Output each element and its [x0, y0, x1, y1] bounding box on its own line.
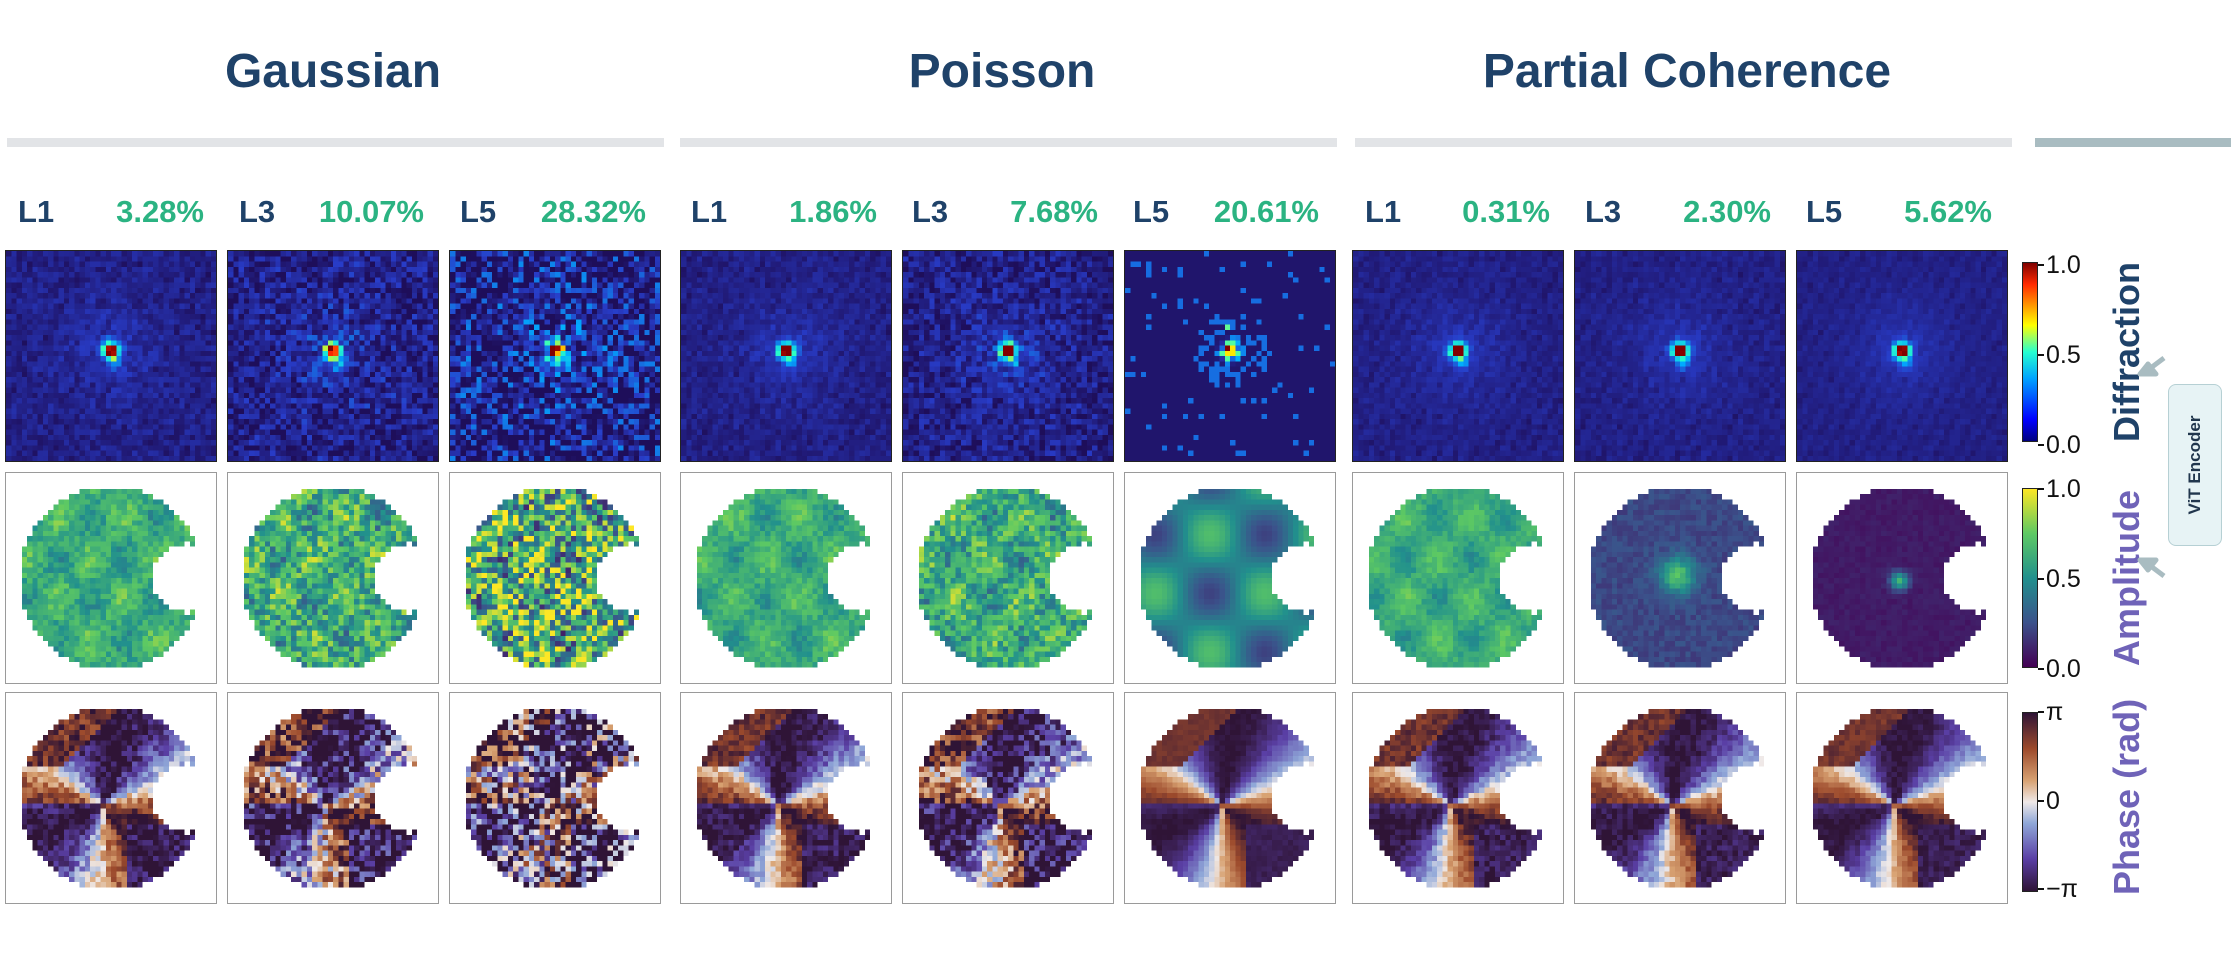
diffraction-colorbar	[2022, 262, 2038, 442]
phase-panel	[680, 692, 892, 904]
error-percent: 20.61%	[1199, 190, 1319, 234]
level-label: L3	[1585, 190, 1621, 234]
diffraction-panel	[1124, 250, 1336, 462]
amplitude-panel	[1796, 472, 2008, 684]
phase-panel	[1574, 692, 1786, 904]
group-title-poisson: Poisson	[668, 42, 1336, 102]
group-title-partial-coherence: Partial Coherence	[1340, 42, 2034, 102]
level-label: L3	[239, 190, 275, 234]
diffraction-panel	[902, 250, 1114, 462]
amplitude-panel	[449, 472, 661, 684]
phase-colorbar	[2022, 712, 2038, 892]
encoder-divider	[2035, 138, 2231, 147]
amplitude-panel	[1574, 472, 1786, 684]
phase-panel	[449, 692, 661, 904]
amplitude-panel	[227, 472, 439, 684]
colorbar-tick: 0.5	[2038, 340, 2081, 370]
phase-panel	[1796, 692, 2008, 904]
colorbar-tick: 1.0	[2038, 250, 2081, 280]
phase-panel	[1352, 692, 1564, 904]
error-percent: 1.86%	[760, 190, 877, 234]
level-label: L1	[691, 190, 727, 234]
amplitude-panel	[1124, 472, 1336, 684]
diffraction-panel	[1352, 250, 1564, 462]
diffraction-panel	[449, 250, 661, 462]
colorbar-tick: 0.0	[2038, 654, 2081, 684]
arrow-up-left-icon	[2137, 557, 2166, 578]
level-label: L1	[18, 190, 54, 234]
colorbar-tick: 0.5	[2038, 564, 2081, 594]
error-percent: 7.68%	[980, 190, 1098, 234]
level-label: L5	[1133, 190, 1169, 234]
arrow-down-left-icon	[2137, 356, 2166, 377]
error-percent: 0.31%	[1435, 190, 1550, 234]
level-label: L1	[1365, 190, 1401, 234]
colorbar-tick: 0.0	[2038, 430, 2081, 460]
error-percent: 5.62%	[1876, 190, 1992, 234]
diffraction-panel	[1574, 250, 1786, 462]
group-divider-gaussian	[7, 138, 664, 147]
colorbar-tick: 0	[2038, 786, 2060, 816]
vit-encoder-box: ViT Encoder	[2168, 384, 2222, 546]
level-label: L3	[912, 190, 948, 234]
colorbar-tick: −π	[2038, 874, 2078, 904]
group-divider-poisson	[680, 138, 1337, 147]
group-divider-partial-coherence	[1355, 138, 2012, 147]
amplitude-panel	[680, 472, 892, 684]
amplitude-panel	[5, 472, 217, 684]
level-label: L5	[1806, 190, 1842, 234]
amplitude-panel	[1352, 472, 1564, 684]
level-label: L5	[460, 190, 496, 234]
row-label-amplitude: Amplitude	[2106, 486, 2147, 670]
diffraction-panel	[5, 250, 217, 462]
phase-panel	[902, 692, 1114, 904]
group-title-gaussian: Gaussian	[0, 42, 666, 102]
phase-panel	[1124, 692, 1336, 904]
error-percent: 2.30%	[1655, 190, 1771, 234]
amplitude-panel	[902, 472, 1114, 684]
phase-panel	[227, 692, 439, 904]
row-label-phase: Phase (rad)	[2106, 694, 2147, 900]
vit-encoder-label: ViT Encoder	[2185, 416, 2205, 515]
colorbar-tick: π	[2037, 697, 2063, 727]
error-percent: 3.28%	[90, 190, 204, 234]
phase-panel	[5, 692, 217, 904]
error-percent: 28.32%	[526, 190, 646, 234]
row-label-diffraction: Diffraction	[2106, 262, 2147, 442]
diffraction-panel	[227, 250, 439, 462]
colorbar-tick: 1.0	[2038, 474, 2081, 504]
diffraction-panel	[680, 250, 892, 462]
diffraction-panel	[1796, 250, 2008, 462]
error-percent: 10.07%	[305, 190, 424, 234]
amplitude-colorbar	[2022, 488, 2038, 668]
